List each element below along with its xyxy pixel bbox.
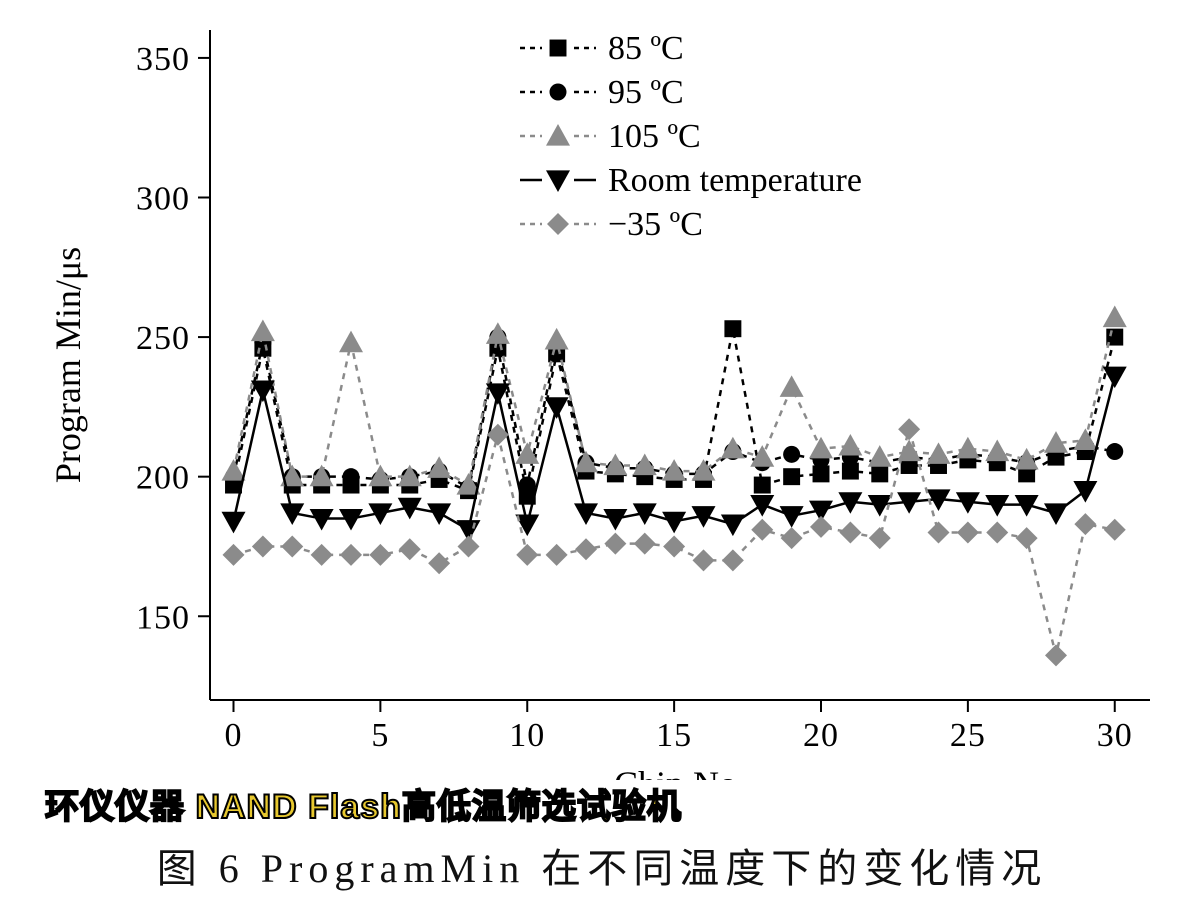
svg-text:10: 10 xyxy=(509,717,545,754)
svg-text:200: 200 xyxy=(136,460,190,497)
svg-text:5: 5 xyxy=(371,717,389,754)
svg-text:20: 20 xyxy=(803,717,839,754)
svg-text:Program Min/μs: Program Min/μs xyxy=(48,247,88,483)
svg-text:350: 350 xyxy=(136,41,190,78)
svg-text:85 ºC: 85 ºC xyxy=(608,30,684,67)
svg-text:30: 30 xyxy=(1097,717,1133,754)
svg-text:105 ºC: 105 ºC xyxy=(608,118,701,155)
svg-text:Chip No.: Chip No. xyxy=(614,764,746,780)
svg-text:Room temperature: Room temperature xyxy=(608,162,862,199)
svg-text:−35 ºC: −35 ºC xyxy=(608,206,703,243)
program-min-chart: 150 200 250 300 350 0 5 10 15 20 25 30 Program Min/μ… xyxy=(0,0,1204,780)
svg-text:15: 15 xyxy=(656,717,692,754)
svg-text:0: 0 xyxy=(225,717,243,754)
watermark-text: 环仪仪器 NAND Flash高低温筛选试验机 xyxy=(45,779,682,828)
svg-text:300: 300 xyxy=(136,181,190,218)
svg-text:95 ºC: 95 ºC xyxy=(608,74,684,111)
figure-caption: 图 6 ProgramMin 在不同温度下的变化情况 xyxy=(0,836,1204,894)
legend: 85 ºC 95 ºC 105 ºC Room temperature −35 ºC xyxy=(520,30,862,243)
svg-text:150: 150 xyxy=(136,599,190,636)
svg-text:25: 25 xyxy=(950,717,986,754)
svg-text:250: 250 xyxy=(136,320,190,357)
